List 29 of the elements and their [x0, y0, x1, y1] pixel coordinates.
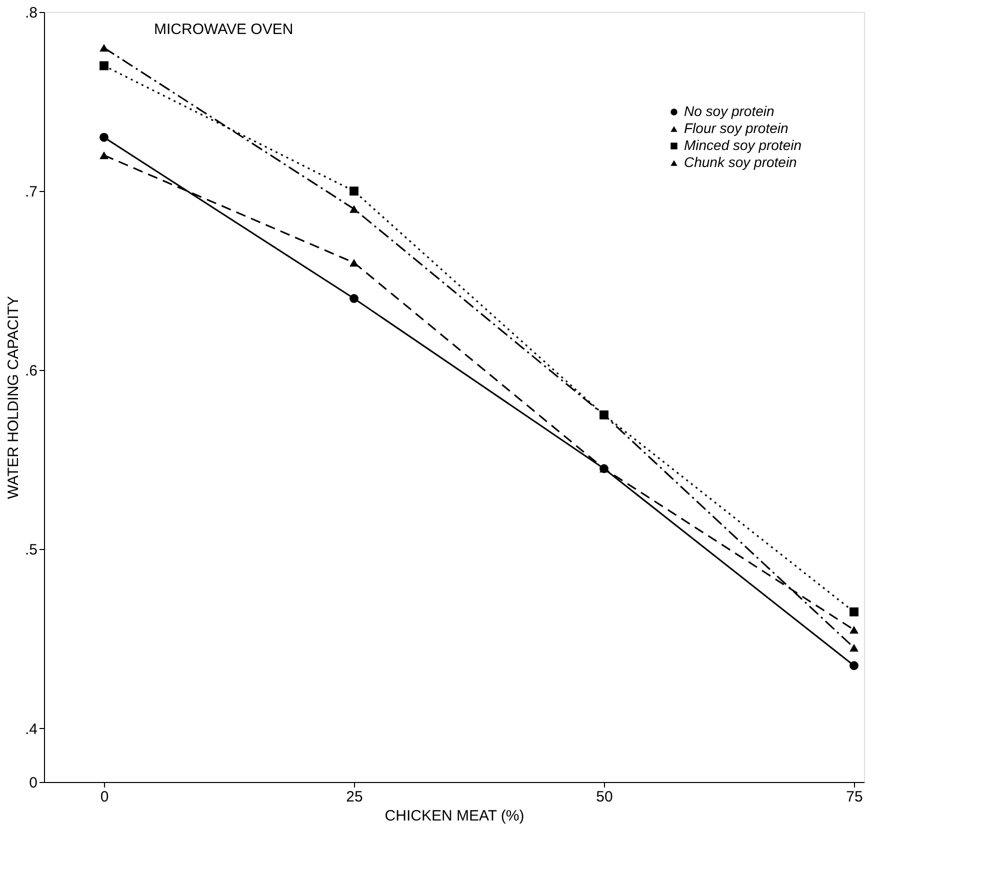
y-tick-label: .5: [24, 542, 38, 559]
y-tick-label: .6: [24, 362, 38, 380]
text: MICROWAVE OVEN: [154, 21, 294, 38]
x-tick-label: 50: [596, 788, 613, 806]
point: [850, 607, 858, 616]
x-tick-label: 0: [100, 788, 109, 806]
legend-label: Minced soy protein: [684, 137, 802, 153]
y-axis-title: WATER HOLDING CAPACITY: [4, 296, 22, 500]
legend-label: No soy protein: [684, 103, 774, 119]
x-tick-label: 75: [846, 788, 863, 806]
point: [350, 186, 358, 196]
point: [350, 205, 358, 213]
y-tick-label: .8: [24, 4, 38, 22]
point: [100, 151, 108, 160]
x-axis-title: CHICKEN MEAT (%): [384, 808, 524, 824]
y-tick-label: 0: [29, 774, 38, 792]
point: [850, 661, 858, 670]
point: [100, 61, 108, 70]
point: [850, 644, 858, 652]
point: [350, 258, 358, 267]
x-tick-label: 25: [346, 788, 363, 806]
point: [100, 132, 108, 142]
y-tick-label: .4: [24, 720, 38, 738]
y-tick-label: .7: [24, 184, 38, 201]
point: [100, 44, 108, 52]
point: [850, 626, 858, 634]
point: [350, 294, 358, 303]
legend-label: Flour soy protein: [684, 120, 788, 136]
legend-label: Chunk soy protein: [684, 154, 798, 170]
